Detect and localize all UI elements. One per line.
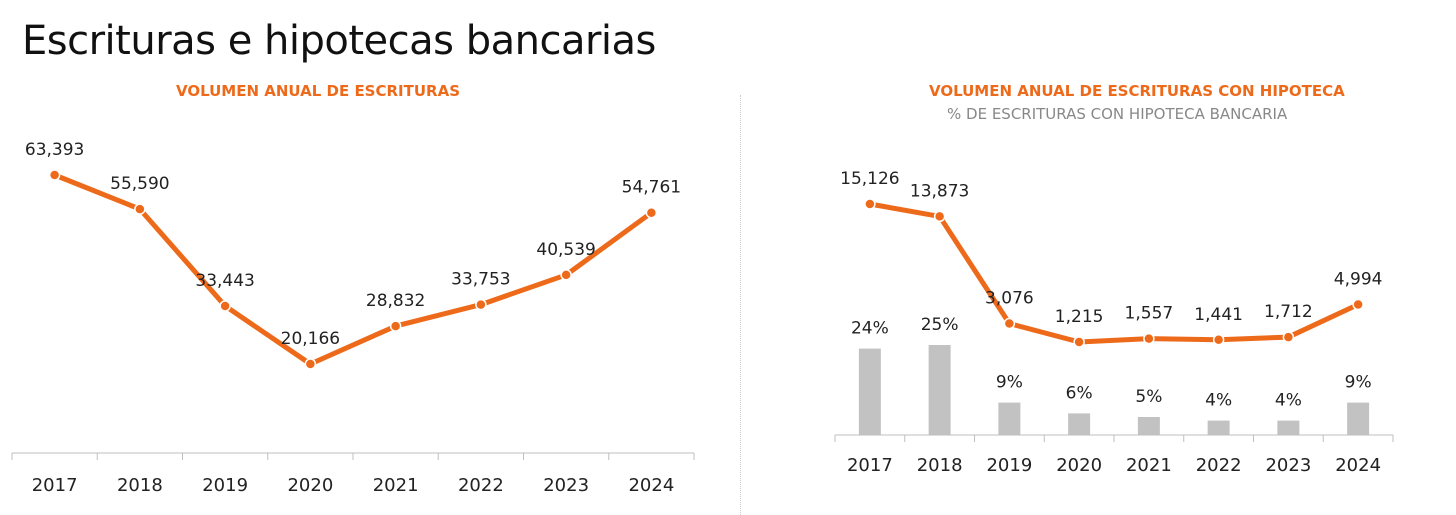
data-point: [475, 298, 487, 311]
data-label: 28,832: [366, 291, 425, 311]
data-label: 20,166: [281, 329, 340, 349]
right-chart-title: VOLUMEN ANUAL DE ESCRITURAS CON HIPOTECA: [929, 82, 1345, 100]
bar: [858, 348, 881, 435]
bar-label: 5%: [1135, 387, 1162, 407]
x-tick-label: 2024: [1335, 455, 1381, 476]
data-point: [560, 269, 572, 281]
bar-label: 9%: [1345, 373, 1372, 393]
data-point: [1352, 298, 1364, 311]
x-tick-label: 2021: [1126, 455, 1172, 476]
data-label: 54,761: [622, 178, 681, 198]
data-label: 1,557: [1125, 304, 1174, 324]
bar: [1137, 417, 1160, 435]
x-tick-label: 2023: [1265, 455, 1311, 476]
x-tick-label: 2021: [373, 475, 419, 496]
x-tick-label: 2022: [1196, 455, 1242, 476]
data-label: 63,393: [25, 140, 84, 160]
data-point: [1143, 332, 1155, 345]
data-point: [134, 203, 146, 215]
bar-label: 25%: [921, 315, 959, 335]
bar: [998, 402, 1021, 435]
x-tick-label: 2022: [458, 475, 504, 496]
data-point: [933, 210, 946, 223]
x-tick-label: 2019: [986, 455, 1032, 476]
data-label: 1,441: [1194, 305, 1243, 325]
bar: [1277, 420, 1300, 435]
x-tick-label: 2020: [287, 475, 333, 496]
data-label: 13,873: [910, 181, 969, 201]
series-line: [52, 172, 654, 367]
data-point: [864, 198, 876, 210]
data-point: [48, 169, 61, 181]
data-point: [219, 300, 231, 312]
bar-label: 4%: [1275, 391, 1302, 411]
bar-label: 24%: [851, 319, 889, 339]
data-point: [645, 206, 658, 219]
data-point: [389, 320, 402, 332]
x-tick-label: 2023: [543, 475, 589, 496]
data-label: 55,590: [110, 174, 169, 194]
x-tick-label: 2024: [628, 475, 674, 496]
data-label: 33,753: [451, 270, 510, 290]
data-point: [304, 358, 317, 370]
page-title: Escrituras e hipotecas bancarias: [22, 18, 656, 64]
data-label: 3,076: [985, 289, 1034, 309]
x-tick-label: 2020: [1056, 455, 1102, 476]
data-point: [1212, 334, 1225, 346]
data-point: [1003, 317, 1016, 330]
bar: [1207, 420, 1230, 435]
bar-label: 4%: [1205, 391, 1232, 411]
bar: [1347, 402, 1370, 435]
chart-divider: [740, 95, 741, 515]
left-chart-title: VOLUMEN ANUAL DE ESCRITURAS: [176, 82, 461, 100]
bar-label: 9%: [996, 373, 1023, 393]
bar: [1068, 413, 1091, 435]
x-tick-label: 2018: [917, 455, 963, 476]
data-point: [1282, 331, 1295, 343]
data-label: 4,994: [1334, 270, 1383, 290]
data-label: 1,712: [1264, 302, 1313, 322]
x-tick-label: 2018: [117, 475, 163, 496]
data-label: 40,539: [536, 240, 595, 260]
data-label: 1,215: [1055, 307, 1104, 327]
x-tick-label: 2019: [202, 475, 248, 496]
data-label: 33,443: [195, 271, 254, 291]
data-label: 15,126: [840, 169, 899, 189]
x-tick-label: 2017: [847, 455, 893, 476]
series-line: [867, 201, 1361, 345]
data-point: [1073, 336, 1085, 348]
bar: [928, 345, 951, 435]
x-tick-label: 2017: [32, 475, 78, 496]
right-chart-subtitle: % DE ESCRITURAS CON HIPOTECA BANCARIA: [947, 105, 1288, 123]
bar-label: 6%: [1066, 383, 1093, 403]
